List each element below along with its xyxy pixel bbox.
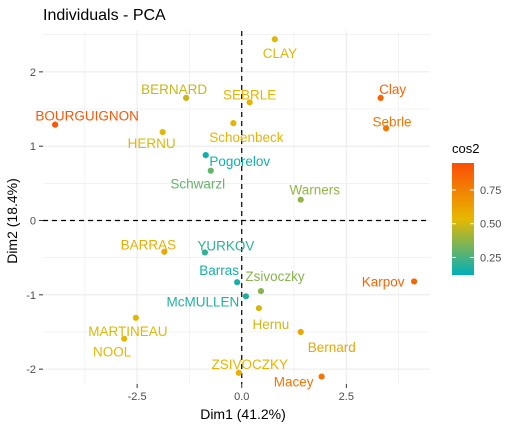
point-label: Macey [274,375,314,390]
data-point [255,305,262,312]
point-label: SEBRLE [223,87,276,102]
legend-tick-label: 0.50 [480,219,501,231]
point-label: NOOL [93,345,132,360]
data-point [201,249,209,256]
point-label: ZSIVOCZKY [212,357,289,372]
legend-title: cos2 [452,141,479,156]
point-labels: SEBRLE CLAY BERNARD YURKOV ZSIVOCZKY McMULLEN… [35,46,411,389]
y-tick-label: -1 [26,290,36,302]
legend-colorbar [452,163,474,275]
data-point [159,128,166,136]
cos2-legend: cos2 0.25 0.50 0.75 [452,141,501,275]
data-point [202,152,209,159]
point-label: BERNARD [141,82,207,97]
data-point [52,121,59,128]
point-label: MARTINEAU [88,324,167,339]
x-tick-label: 2.5 [339,391,354,403]
y-axis-title: Dim2 (18.4%) [4,178,20,264]
data-point [230,120,237,127]
point-label: Barras [199,263,239,278]
x-tick-label: 0.0 [234,391,249,403]
y-tick-label: 0 [30,216,36,228]
data-point [271,36,278,43]
data-point [257,288,265,295]
point-label: Karpov [362,274,405,289]
point-label: Warners [289,183,340,198]
y-tick-label: 1 [30,141,36,153]
legend-tick-label: 0.75 [480,185,501,197]
data-point [318,373,325,380]
point-label: Sebrle [373,114,412,129]
data-point [246,99,253,106]
data-point [234,279,241,286]
x-axis-title: Dim1 (41.2%) [200,406,286,422]
data-point [132,314,139,321]
data-points [52,36,418,380]
x-tick-label: -2.5 [128,391,147,403]
data-point [382,125,390,132]
point-label: McMULLEN [167,294,240,309]
legend-tick-label: 0.25 [480,252,501,264]
point-label: HERNU [128,136,176,151]
point-label: Pogorelov [209,154,270,169]
axes: -2.5 0.0 2.5 -2 -1 0 1 2 [26,67,354,403]
plot-panel [43,31,430,384]
panel-background [43,31,430,384]
data-point [242,293,250,300]
data-point [207,167,214,174]
point-label: Clay [379,82,406,97]
y-tick-label: 2 [30,67,36,79]
point-label: CLAY [263,46,297,61]
point-label: Hernu [252,317,289,332]
data-point [411,278,418,285]
point-label: YURKOV [197,238,254,253]
point-label: BOURGUIGNON [35,109,139,124]
point-label: Bernard [308,340,356,355]
point-label: Schwarzl [170,177,225,192]
chart-title: Individuals - PCA [43,7,166,24]
data-point [121,335,128,342]
point-label: BARRAS [121,238,177,253]
data-point [161,248,168,255]
y-tick-label: -2 [26,364,36,376]
data-point [297,328,304,336]
point-label: Zsivoczky [245,269,305,284]
data-point [235,369,242,376]
data-point [377,94,384,101]
data-point [182,94,190,101]
data-point [297,196,304,203]
point-label: Schoenbeck [209,130,284,145]
